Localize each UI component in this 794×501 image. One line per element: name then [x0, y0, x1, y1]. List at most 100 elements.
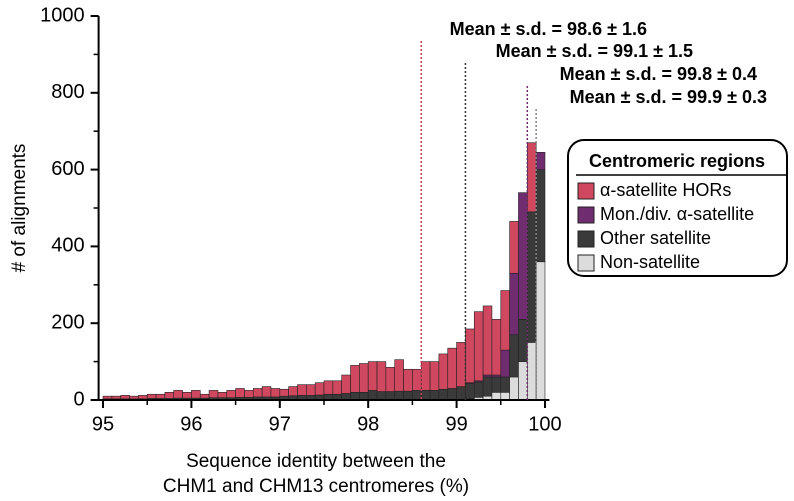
legend-label: Mon./div. α-satellite: [600, 204, 754, 224]
bar: [500, 392, 510, 401]
bar: [359, 363, 369, 393]
bar: [509, 272, 519, 336]
legend-swatch: [577, 254, 595, 272]
bar: [385, 391, 396, 401]
bar: [535, 169, 546, 263]
x-tick-label: 96: [180, 413, 202, 435]
bar: [376, 361, 387, 392]
bar: [518, 192, 528, 320]
bar: [456, 386, 466, 401]
bar: [527, 211, 537, 343]
bar: [527, 342, 537, 401]
bar: [394, 390, 404, 401]
bar: [350, 392, 360, 401]
bar: [252, 388, 263, 398]
bar: [146, 393, 157, 399]
annotation: Mean ± s.d. = 98.6 ± 1.6: [450, 19, 647, 39]
bar: [270, 388, 281, 398]
y-axis-title: # of alignments: [9, 144, 30, 273]
bar: [535, 261, 546, 401]
legend-label: Other satellite: [600, 228, 711, 248]
bar: [182, 392, 192, 399]
bar: [297, 384, 307, 396]
bar: [359, 392, 369, 401]
bar: [412, 368, 422, 391]
legend-label: Non-satellite: [600, 252, 700, 272]
bar: [367, 361, 378, 391]
bar: [235, 388, 245, 398]
y-tick-label: 200: [51, 311, 84, 333]
bar: [482, 376, 493, 397]
bar: [500, 376, 510, 393]
legend-swatch: [577, 182, 595, 200]
legend-swatch: [577, 206, 595, 224]
bar: [438, 388, 449, 401]
bar: [403, 390, 413, 401]
bar: [403, 368, 413, 392]
bar: [173, 390, 183, 399]
bar: [350, 365, 360, 393]
bar: [323, 380, 334, 395]
bar: [102, 395, 113, 400]
bar: [447, 388, 457, 401]
bar: [341, 374, 351, 394]
bar: [120, 395, 130, 400]
x-axis-title: Sequence identity between the: [186, 451, 446, 472]
x-tick-label: 97: [269, 413, 291, 435]
bar: [288, 386, 298, 397]
bar: [465, 383, 475, 400]
x-tick-label: 100: [528, 413, 561, 435]
bar: [465, 328, 475, 384]
bar: [500, 349, 510, 378]
bar: [332, 380, 342, 395]
bar: [527, 142, 537, 213]
x-tick-label: 99: [445, 413, 467, 435]
bar: [191, 390, 201, 399]
bar: [376, 391, 387, 401]
x-tick-label: 95: [92, 413, 114, 435]
y-tick-label: 400: [51, 235, 84, 257]
bar: [261, 386, 272, 398]
bar: [244, 390, 254, 398]
bar: [429, 361, 440, 391]
bar: [509, 376, 519, 401]
bar: [473, 311, 484, 382]
bar: [518, 319, 528, 362]
bar: [314, 382, 325, 396]
y-tick-label: 1000: [40, 4, 85, 26]
legend-title: Centromeric regions: [589, 151, 765, 171]
y-tick-label: 600: [51, 158, 84, 180]
bar: [111, 395, 121, 400]
bar: [394, 359, 404, 392]
legend-box: [567, 139, 788, 277]
annotation: Mean ± s.d. = 99.9 ± 0.3: [570, 87, 767, 107]
bar: [412, 390, 422, 401]
bar: [509, 334, 519, 378]
bar: [500, 290, 510, 351]
bar: [429, 390, 440, 401]
bar: [482, 305, 493, 376]
y-tick-label: 0: [73, 388, 84, 410]
bar: [456, 342, 466, 387]
bar: [226, 390, 236, 398]
bar: [385, 367, 396, 392]
bar: [491, 319, 502, 376]
y-tick-label: 800: [51, 81, 84, 103]
bar: [367, 390, 378, 401]
bar: [208, 390, 219, 398]
bar: [306, 384, 316, 396]
bar: [420, 361, 431, 391]
bar: [509, 221, 519, 274]
bar: [518, 361, 528, 401]
legend-swatch: [577, 230, 595, 248]
bar: [535, 152, 546, 170]
bar: [129, 395, 139, 400]
annotation: Mean ± s.d. = 99.8 ± 0.4: [560, 64, 757, 84]
bar: [199, 393, 210, 399]
legend-label: α-satellite HORs: [600, 180, 731, 200]
bar: [447, 347, 457, 389]
bar: [138, 395, 148, 400]
x-tick-label: 98: [357, 413, 379, 435]
bar: [438, 353, 449, 390]
